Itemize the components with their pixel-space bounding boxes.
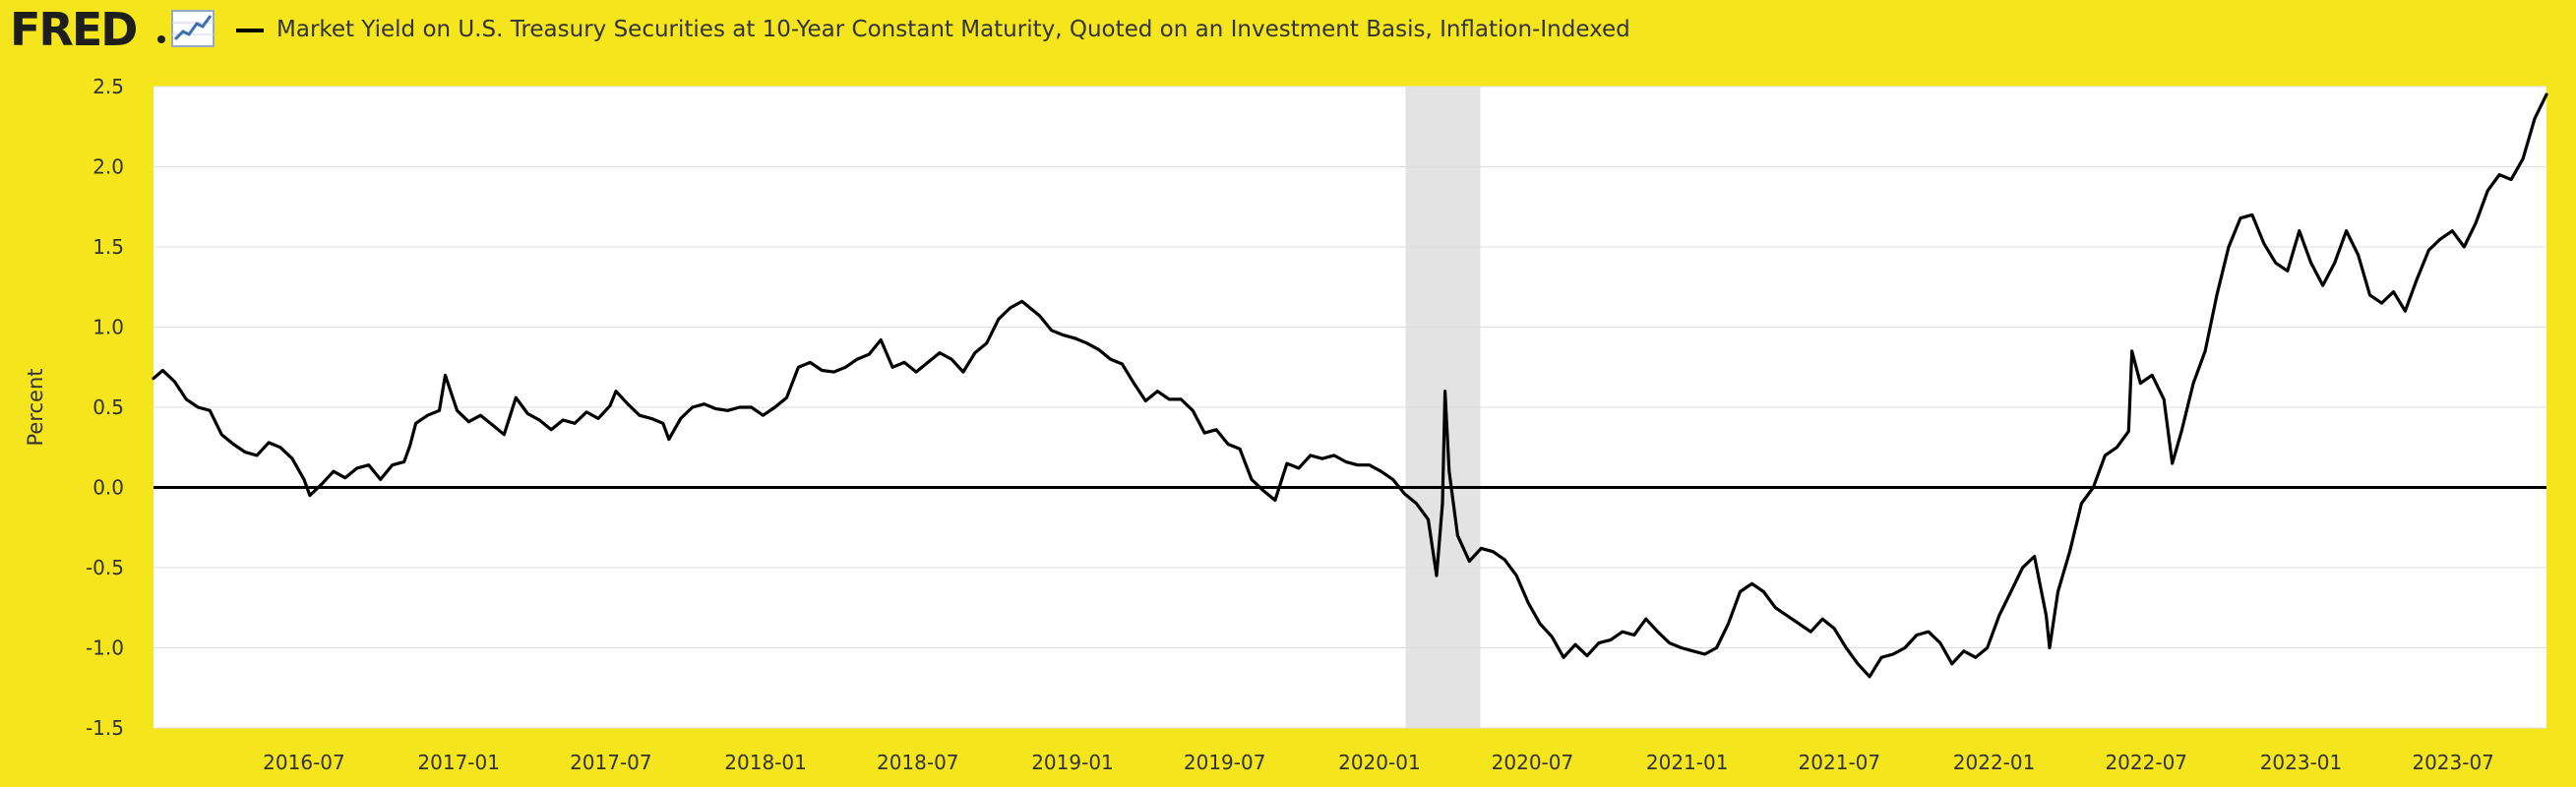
x-tick-label: 2021-01 — [1646, 751, 1729, 774]
y-tick-label: 2.5 — [92, 75, 124, 98]
x-tick-label: 2020-07 — [1492, 751, 1574, 774]
line-chart-icon — [171, 10, 215, 47]
x-tick-label: 2023-01 — [2260, 751, 2343, 774]
x-tick-label: 2018-01 — [724, 751, 807, 774]
x-tick-label: 2019-07 — [1184, 751, 1266, 774]
y-tick-label: 1.5 — [92, 235, 124, 259]
legend-swatch — [236, 29, 264, 32]
registered-mark-icon — [157, 35, 165, 43]
x-tick-label: 2022-07 — [2105, 751, 2187, 774]
x-tick-label: 2018-07 — [877, 751, 959, 774]
y-tick-label: -1.5 — [86, 716, 124, 740]
x-tick-label: 2017-01 — [417, 751, 500, 774]
series-line — [152, 92, 2548, 679]
y-tick-labels: -1.5 -1.0 -0.5 0.0 0.5 1.0 1.5 2.0 2.5 — [86, 75, 124, 740]
chart-header: FRED Market Yield on U.S. Treasury Secur… — [0, 0, 2576, 61]
x-tick-label: 2019-01 — [1031, 751, 1114, 774]
x-tick-label: 2022-01 — [1953, 751, 2036, 774]
x-tick-label: 2023-07 — [2412, 751, 2494, 774]
x-tick-label: 2017-07 — [570, 751, 652, 774]
fred-logo[interactable]: FRED — [10, 3, 138, 56]
series-layer — [152, 92, 2548, 679]
y-tick-label: -0.5 — [86, 556, 124, 579]
y-axis-label: Percent — [24, 368, 47, 446]
x-tick-label: 2021-07 — [1799, 751, 1881, 774]
series-title[interactable]: Market Yield on U.S. Treasury Securities… — [276, 17, 1630, 42]
x-tick-labels: 2016-07 2017-01 2017-07 2018-01 2018-07 2019-… — [263, 751, 2494, 774]
y-tick-label: 2.0 — [92, 155, 124, 179]
y-tick-label: -1.0 — [86, 636, 124, 660]
x-tick-label: 2020-01 — [1338, 751, 1421, 774]
y-tick-label: 0.0 — [92, 476, 124, 500]
x-tick-label: 2016-07 — [263, 751, 345, 774]
y-tick-label: 1.0 — [92, 316, 124, 339]
y-tick-label: 0.5 — [92, 395, 124, 419]
